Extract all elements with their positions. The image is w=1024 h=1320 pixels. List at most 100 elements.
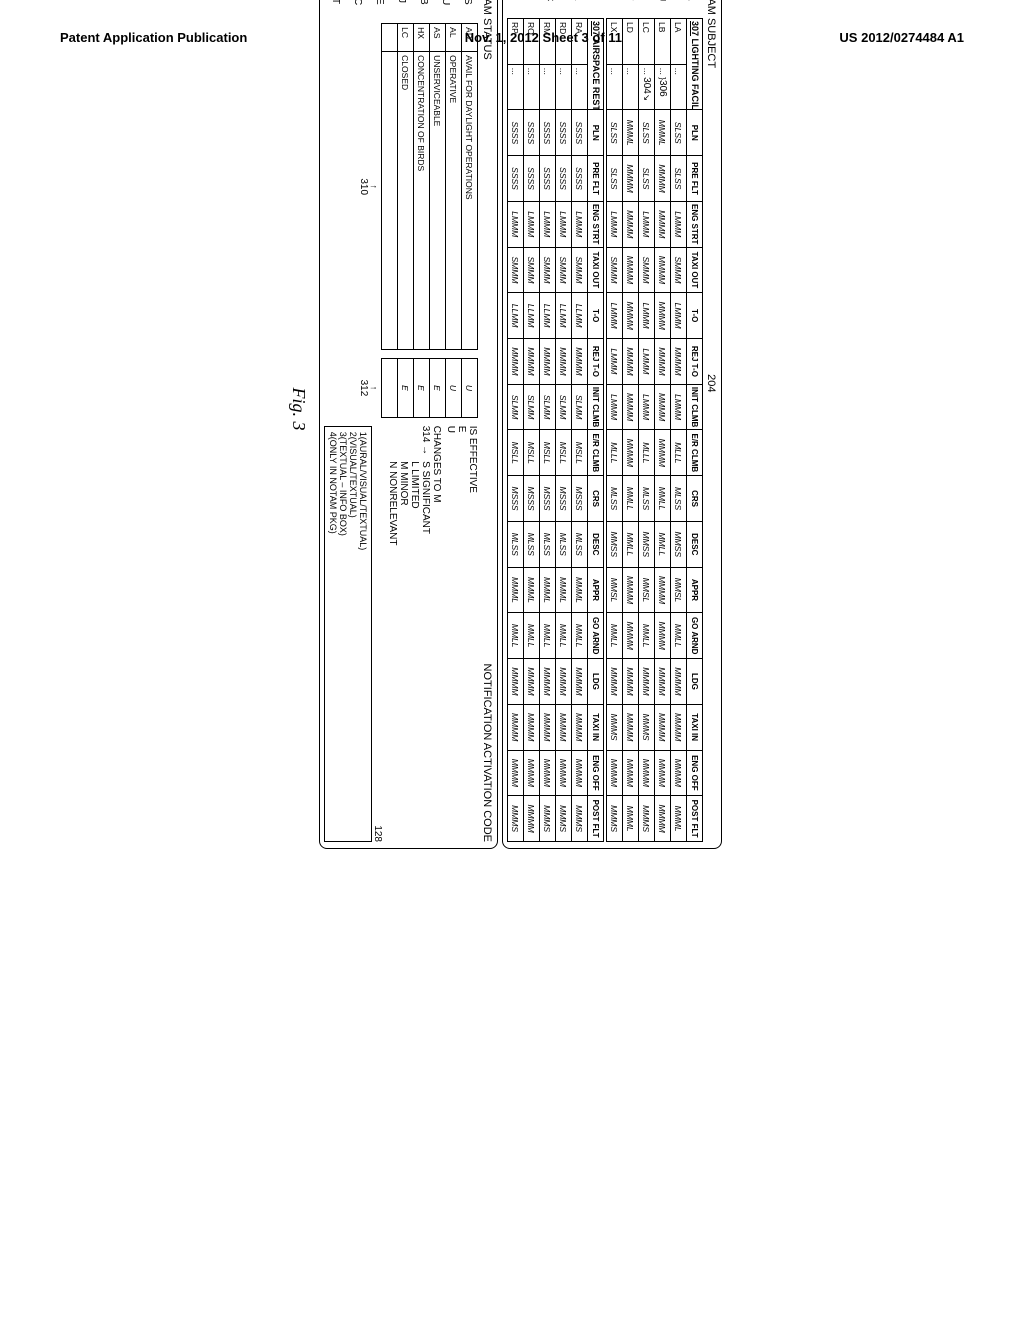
cell: MMMM [671,704,687,750]
cell: MSSS [556,476,572,522]
phase-col: T-O [588,293,604,339]
cell: MMMM [671,339,687,385]
phase-col: GO ARND [588,613,604,659]
phase-col: APPR [588,567,604,613]
phase-col: GO ARND [687,613,703,659]
cell: MSSS [572,476,588,522]
cell: MLSS [572,521,588,567]
cell: MMMM [556,750,572,796]
table-row: LX...SLSSSLSSLMMMSMMMLMMMLMMMLMMMMLLLMLS… [607,19,623,842]
cell: MMMM [623,750,639,796]
cell: MMMS [556,796,572,842]
row-desc: ... [556,64,572,110]
cell: MSLL [572,430,588,476]
row-desc: ... [572,64,588,110]
cell: MMLL [607,613,623,659]
table-row: RO...SSSSSSSSLMMMSMMMLLMMMMMMSLMMMSLLMSS… [524,19,540,842]
status-table: ADAVAIL FOR DAYLIGHT OPERATIONSALOPERATI… [381,23,478,350]
row-desc: ... [508,64,524,110]
cell: MMMS [508,796,524,842]
ref-310: 310 [358,178,369,195]
table-row: LCCLOSED [398,24,414,350]
row-code: RM [540,19,556,65]
cell: LMMM [671,201,687,247]
cell: MMMM [540,750,556,796]
cell: MMSS [639,521,655,567]
cell: MMMM [655,156,671,202]
cell: MMMM [655,567,671,613]
effective-label: IS EFFECTIVE [467,426,478,842]
cell: MMML [508,567,524,613]
cell: SSSS [572,110,588,156]
figure-label: Fig. 3 [288,0,309,849]
phase-col: PLN [588,110,604,156]
phase-col: LDG [588,659,604,705]
cell: MMMM [524,750,540,796]
table-row: RP...SSSSSSSSLMMMSMMMLLMMMMMMSLMMMSLLMSS… [508,19,524,842]
cell: MLLL [639,430,655,476]
legend-line: 2(VISUAL/TEXTUAL) [348,432,358,836]
cell: MMML [540,567,556,613]
status-desc: AVAIL FOR DAYLIGHT OPERATIONS [462,52,478,350]
cell: SSSS [524,110,540,156]
cell: MMMS [540,796,556,842]
cell: SMMM [671,247,687,293]
table-row: LA...SLSSSLSSLMMMSMMMLMMMMMMMLMMMMLLLMLS… [671,19,687,842]
airspace-header: 307 AIRSPACE RESTRICTIONS (R) [588,19,604,110]
cell: SLSS [671,110,687,156]
activation-cell: U [446,359,462,417]
phase-col: TAXI OUT [588,247,604,293]
cell: MLSS [607,476,623,522]
cell: MMLL [671,613,687,659]
phase-col: ENG OFF [588,750,604,796]
ref-314: 314 [420,426,431,443]
cell: SSSS [524,156,540,202]
cell: MMMM [572,659,588,705]
cell: MMMS [639,796,655,842]
row-code: LC [639,19,655,65]
phase-col: PRE FLT [588,156,604,202]
cell: MMML [655,110,671,156]
cell: LMMM [508,201,524,247]
cell: MSSS [540,476,556,522]
cell: LLMM [572,293,588,339]
cell: MMMM [540,659,556,705]
airspace-table: 307 AIRSPACE RESTRICTIONS (R) PLNPRE FLT… [507,18,604,842]
cell: SLMM [572,384,588,430]
cell: MMMM [671,659,687,705]
cell: MMMM [671,750,687,796]
cell: SSSS [508,110,524,156]
row-code: RD [556,19,572,65]
cell: MMMM [655,613,671,659]
cell: LMMM [524,201,540,247]
phase-col: ENG STRT [687,201,703,247]
cell: MMMM [524,659,540,705]
phase-col: TAXI IN [588,704,604,750]
cell: MMML [524,567,540,613]
legend-box: 1(AURAL/VISUAL/TEXTUAL)2(VISUAL/TEXTUAL)… [324,426,372,842]
cell: MMSS [671,521,687,567]
cell: MMMM [508,659,524,705]
cell: MSLL [508,430,524,476]
status-desc: UNSERVICEABLE [430,52,446,350]
cell: MMMM [524,704,540,750]
row-code: RP [508,19,524,65]
cell: LMMM [607,293,623,339]
cell: SMMM [607,247,623,293]
lighting-table: 307 LIGHTING FACILITIES (L) PLNPRE FLTEN… [606,18,703,842]
row-code: LA [671,19,687,65]
cell: MLLL [607,430,623,476]
notam-status-box: NOTAM STATUS NOTIFICATION ACTIVATION COD… [319,0,498,849]
cell: MMMM [572,339,588,385]
cell: MMMM [623,659,639,705]
phase-col: INIT CLMB [687,384,703,430]
cell: MMMM [655,430,671,476]
row-desc: ... [540,64,556,110]
cell: MMMM [623,567,639,613]
cell: MMSL [671,567,687,613]
row-code: LX [607,19,623,65]
cell: SMMM [540,247,556,293]
table-row: ASUNSERVICEABLE [430,24,446,350]
cell: MLSS [671,476,687,522]
cell: MMMM [623,201,639,247]
